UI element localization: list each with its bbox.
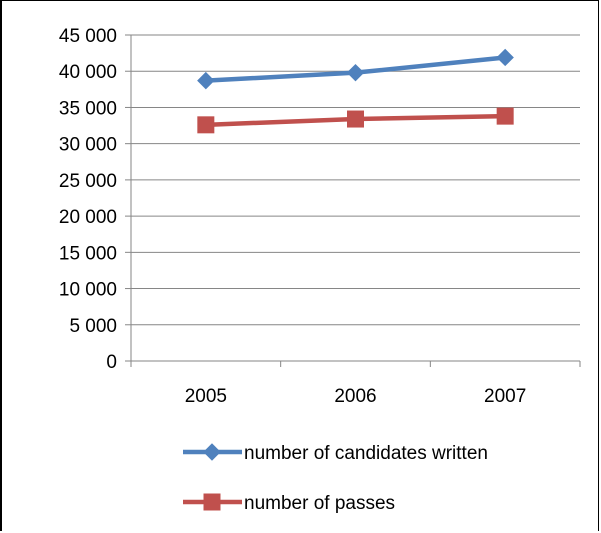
data-point bbox=[197, 71, 215, 90]
legend-marker bbox=[203, 443, 221, 461]
y-axis-labels: 0 5 000 10 000 15 000 20 000 25 000 30 000 35 0… bbox=[59, 26, 117, 373]
legend-item: number of candidates written bbox=[183, 443, 488, 464]
y-tick-label: 20 000 bbox=[59, 207, 117, 228]
y-tick-label: 45 000 bbox=[59, 26, 117, 47]
y-tick-label: 35 000 bbox=[59, 98, 117, 119]
x-tick-label: 2006 bbox=[334, 386, 376, 407]
y-tick-label: 40 000 bbox=[59, 62, 117, 83]
legend: number of candidates written number of pa… bbox=[183, 443, 488, 514]
y-tick-label: 30 000 bbox=[59, 135, 117, 156]
x-axis-labels: 2005 2006 2007 bbox=[185, 386, 527, 407]
legend-item: number of passes bbox=[183, 493, 395, 514]
y-tick-label: 5 000 bbox=[69, 316, 117, 337]
axes bbox=[125, 34, 581, 367]
data-point bbox=[496, 107, 514, 125]
x-tick-label: 2005 bbox=[185, 386, 227, 407]
y-tick-label: 25 000 bbox=[59, 171, 117, 192]
data-point bbox=[346, 63, 365, 82]
legend-label: number of passes bbox=[244, 493, 395, 514]
data-point bbox=[197, 116, 215, 134]
series-group bbox=[197, 48, 514, 134]
legend-label: number of candidates written bbox=[244, 443, 488, 464]
y-tick-label: 15 000 bbox=[59, 243, 117, 264]
data-point bbox=[347, 110, 364, 128]
series-1 bbox=[197, 48, 514, 90]
series-2 bbox=[197, 107, 514, 134]
legend-marker bbox=[203, 493, 221, 511]
y-tick-label: 0 bbox=[106, 352, 117, 373]
data-point bbox=[496, 48, 514, 67]
x-tick-label: 2007 bbox=[484, 386, 526, 407]
y-tick-label: 10 000 bbox=[59, 280, 117, 301]
